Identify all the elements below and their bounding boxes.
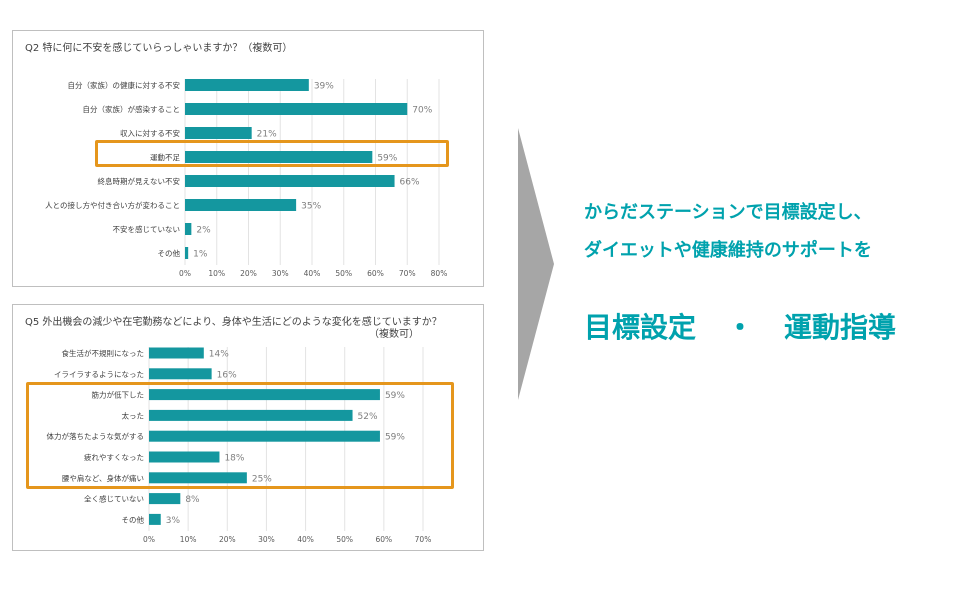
x-tick-label: 60% (376, 535, 393, 544)
value-label: 66% (400, 178, 420, 188)
bar (185, 151, 373, 163)
q2-chart-panel: Q2 特に何に不安を感じていらっしゃいますか？（複数可） 0% 10% 20% 30%… (12, 30, 484, 287)
bar (185, 175, 395, 187)
value-label: 39% (314, 82, 334, 92)
bar (149, 409, 353, 421)
category-label: 人との接し方や付き合い方が変わること (45, 200, 180, 210)
value-label: 25% (252, 474, 272, 484)
value-label: 16% (217, 370, 237, 380)
q5-chart-subtitle: （複数可） (369, 329, 419, 340)
x-tick-label: 40% (297, 535, 314, 544)
x-tick-label: 80% (431, 269, 448, 278)
x-tick-label: 70% (415, 535, 432, 544)
category-label: 終息時期が見えない不安 (98, 176, 181, 186)
x-tick-label: 20% (240, 269, 257, 278)
category-label: 全く感じていない (84, 494, 144, 504)
value-label: 2% (196, 226, 211, 236)
value-label: 8% (185, 495, 200, 505)
x-tick-label: 50% (336, 535, 353, 544)
x-tick-label: 10% (180, 535, 197, 544)
message-line-2: ダイエットや健康維持のサポートを (584, 240, 872, 261)
right-arrow-icon (518, 128, 554, 400)
x-tick-label: 40% (304, 269, 321, 278)
bar (185, 223, 192, 235)
x-tick-label: 20% (219, 535, 236, 544)
message-line-1: からだステーションで目標設定し、 (584, 202, 872, 223)
q5-chart-panel: Q5 外出機会の減少や在宅勤務などにより、身体や生活にどのような変化を感じていま… (12, 304, 484, 551)
category-label: 自分（家族）の健康に対する不安 (68, 80, 181, 90)
x-tick-label: 50% (335, 269, 352, 278)
keyword-goal-setting: 目標設定 (584, 311, 697, 344)
value-label: 35% (301, 202, 321, 212)
bar (149, 430, 380, 442)
q2-bar-chart: 0% 10% 20% 30% 40% 50% 60% 70% 80% 自分（家族）の健康に対する不… (45, 79, 448, 278)
category-label: 不安を感じていない (113, 224, 181, 234)
keyword-exercise-guidance: 運動指導 (784, 311, 897, 344)
q2-chart-title: Q2 特に何に不安を感じていらっしゃいますか？（複数可） (25, 43, 293, 54)
q5-bar-chart: 0% 10% 20% 30% 40% 50% 60% 70% 食生活が不規則になった 14% イライ… (47, 347, 432, 544)
bar (149, 493, 181, 505)
q5-chart-title: Q5 外出機会の減少や在宅勤務などにより、身体や生活にどのような変化を感じていま… (25, 317, 442, 328)
category-label: イライラするようになった (54, 370, 144, 379)
x-tick-label: 30% (272, 269, 289, 278)
bar (149, 347, 204, 359)
value-label: 18% (224, 454, 244, 464)
category-label: 腰や肩など、身体が痛い (62, 473, 144, 483)
category-label: 疲れやすくなった (84, 452, 144, 462)
x-tick-label: 30% (258, 535, 275, 544)
category-label: 太った (122, 410, 145, 420)
category-label: 食生活が不規則になった (62, 348, 145, 358)
keyword-separator: ・ (726, 311, 755, 344)
category-label: その他 (158, 248, 181, 258)
value-label: 1% (193, 250, 208, 260)
bar (149, 513, 161, 525)
value-label: 70% (412, 106, 432, 116)
bar (149, 368, 212, 380)
bar (185, 247, 189, 259)
value-label: 14% (209, 350, 229, 360)
bar (149, 451, 220, 463)
bar (185, 127, 252, 139)
category-label: 運動不足 (150, 153, 180, 162)
category-label: その他 (122, 514, 145, 524)
bar (149, 472, 247, 484)
bar (185, 103, 408, 115)
x-tick-label: 10% (208, 269, 225, 278)
value-label: 59% (385, 433, 405, 443)
value-label: 59% (385, 391, 405, 401)
bar (149, 389, 380, 401)
x-tick-label: 0% (179, 269, 191, 278)
category-label: 自分（家族）が感染すること (83, 104, 181, 114)
x-tick-label: 60% (367, 269, 384, 278)
bar (185, 199, 297, 211)
value-label: 3% (166, 516, 181, 526)
x-tick-label: 70% (399, 269, 416, 278)
value-label: 52% (358, 412, 378, 422)
q2-highlight-box (95, 140, 449, 167)
category-label: 体力が落ちたような気がする (47, 431, 145, 441)
keywords-row: 目標設定・運動指導 (584, 306, 896, 346)
category-label: 収入に対する不安 (120, 128, 180, 138)
value-label: 59% (377, 154, 397, 164)
q5-highlight-box (26, 382, 454, 489)
value-label: 21% (257, 130, 277, 140)
x-tick-label: 0% (143, 535, 155, 544)
category-label: 筋力が低下した (92, 390, 145, 400)
bar (185, 79, 309, 91)
